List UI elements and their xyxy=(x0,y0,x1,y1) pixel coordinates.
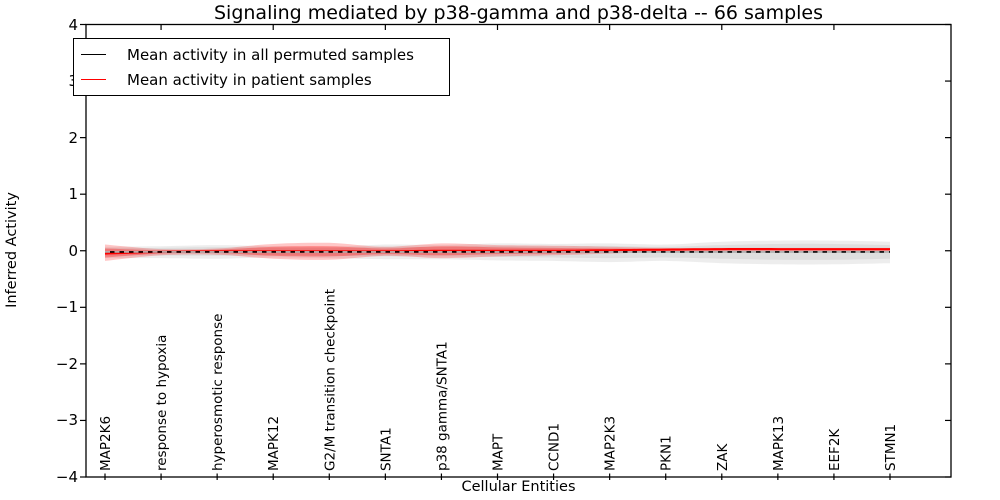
y-tick-label: −3 xyxy=(55,411,78,430)
figure-title: Signaling mediated by p38-gamma and p38-… xyxy=(213,2,824,24)
y-axis-label: Inferred Activity xyxy=(4,192,20,308)
y-tick-label: −2 xyxy=(55,354,78,373)
legend-item: Mean activity in patient samples xyxy=(74,71,449,89)
x-tick-label: p38 gamma/SNTA1 xyxy=(434,341,450,471)
legend: Mean activity in all permuted samples Mea… xyxy=(73,38,450,96)
x-tick-label: CCND1 xyxy=(547,423,563,471)
x-tick-label: response to hypoxia xyxy=(154,335,170,471)
y-tick-label: −4 xyxy=(55,468,78,486)
legend-line-sample xyxy=(81,79,106,80)
x-tick-label: MAPT xyxy=(491,433,507,471)
x-tick-label: MAPK12 xyxy=(266,416,282,471)
y-tick-label: −1 xyxy=(55,298,78,317)
legend-item: Mean activity in all permuted samples xyxy=(74,46,449,64)
y-tick-label: 3 xyxy=(36,72,78,90)
x-axis-label: Cellular Entities xyxy=(461,479,576,495)
y-tick-label: 1 xyxy=(68,185,78,204)
x-tick-label: SNTA1 xyxy=(378,427,394,471)
x-tick-label: EEF2K xyxy=(827,428,843,471)
legend-line-sample xyxy=(81,54,106,55)
x-tick-label: ZAK xyxy=(715,443,731,471)
legend-item-label: Mean activity in all permuted samples xyxy=(127,45,414,64)
x-tick-label: PKN1 xyxy=(659,435,675,471)
x-tick-label: hyperosmotic response xyxy=(210,314,226,471)
y-tick-label: 2 xyxy=(68,128,78,147)
y-tick-label: 4 xyxy=(68,15,78,34)
x-tick-label: STMN1 xyxy=(883,424,899,471)
x-tick-label: MAP2K6 xyxy=(98,416,114,471)
legend-item-label: Mean activity in patient samples xyxy=(127,70,372,89)
x-tick-label: MAP2K3 xyxy=(603,416,619,471)
x-tick-label: MAPK13 xyxy=(771,416,787,471)
y-tick-label: 0 xyxy=(68,241,78,260)
x-tick-label: G2/M transition checkpoint xyxy=(322,289,338,471)
